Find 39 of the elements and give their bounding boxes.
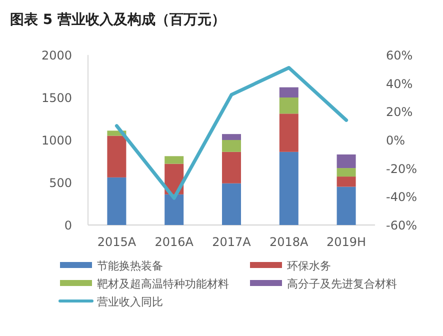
legend-label: 营业收入同比 xyxy=(97,296,163,308)
x-tick-label: 2019H xyxy=(326,235,366,249)
bar xyxy=(107,177,126,225)
x-tick-label: 2016A xyxy=(154,235,194,249)
bar xyxy=(279,114,298,152)
y2-tick-label: 20% xyxy=(386,105,413,120)
bar xyxy=(107,136,126,178)
bar xyxy=(336,154,356,168)
legend-label: 高分子及先进复合材料 xyxy=(287,278,397,290)
bar xyxy=(164,156,184,164)
x-tick-label: 2017A xyxy=(212,235,252,249)
y2-tick-label: 60% xyxy=(386,48,413,62)
bar xyxy=(336,186,356,225)
bar xyxy=(164,194,184,225)
y2-tick-label: 0% xyxy=(386,134,406,148)
y-tick-label: 1500 xyxy=(41,91,72,105)
bar xyxy=(222,140,241,152)
bar xyxy=(222,134,241,140)
bar xyxy=(279,87,298,98)
chart-title: 图表 5 营业收入及构成（百万元） xyxy=(10,12,226,28)
y2-tick-label: -40% xyxy=(386,190,418,204)
y-tick-label: 500 xyxy=(49,176,72,190)
legend-label: 节能换热装备 xyxy=(97,260,163,272)
bar xyxy=(222,183,241,225)
y-tick-label: 0 xyxy=(64,218,72,232)
bar xyxy=(222,152,241,184)
legend-label: 环保水务 xyxy=(287,260,331,272)
x-tick-label: 2015A xyxy=(97,235,137,249)
y2-tick-label: -20% xyxy=(386,162,418,176)
legend-label: 靶材及超高温特种功能材料 xyxy=(97,278,229,290)
y2-tick-label: 40% xyxy=(386,76,413,91)
bar xyxy=(279,98,298,114)
bar xyxy=(336,168,356,177)
y-tick-label: 1000 xyxy=(41,134,72,148)
bar xyxy=(336,176,356,187)
bar xyxy=(279,152,298,225)
y-tick-label: 2000 xyxy=(41,48,72,62)
y2-tick-label: -60% xyxy=(386,218,418,232)
x-tick-label: 2018A xyxy=(270,235,310,249)
